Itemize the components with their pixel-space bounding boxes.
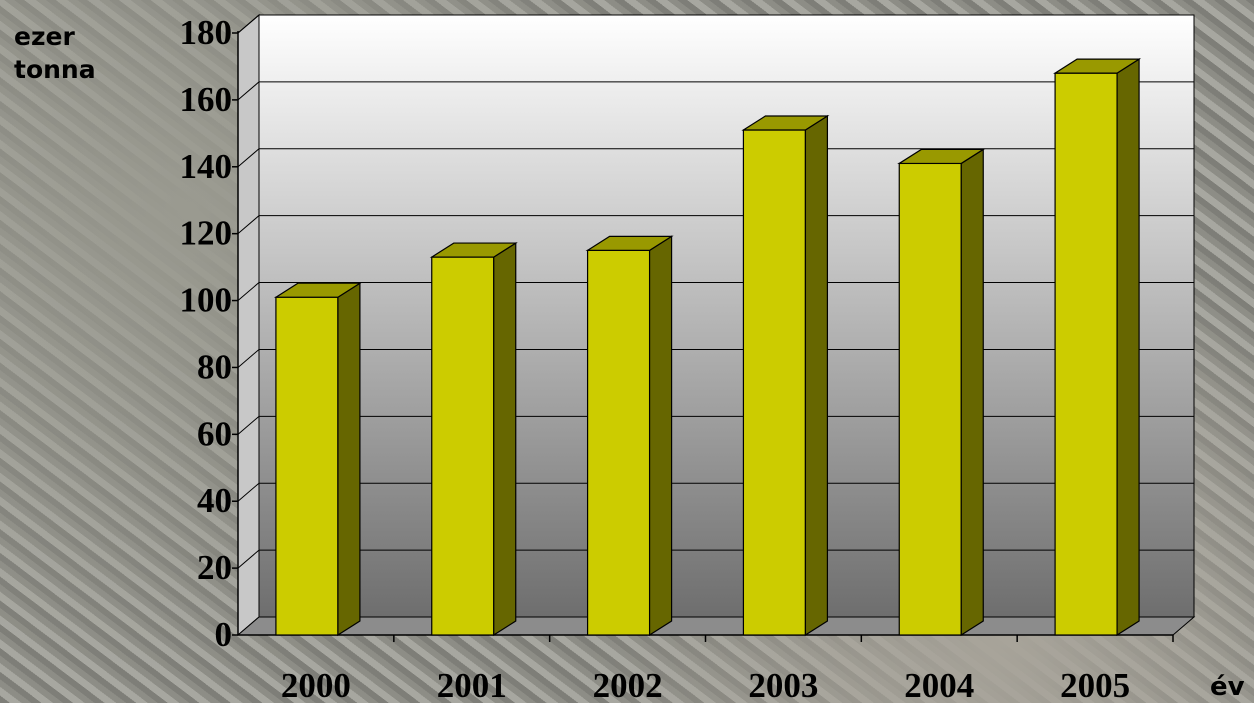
x-axis-title: év [1210,672,1245,702]
gridline [237,14,1194,34]
bar-front [1054,72,1118,636]
bar-top [585,235,674,251]
y-tick-label: 0 [215,615,233,654]
bar-top [429,242,518,258]
bar-front [431,256,495,636]
gridline [237,282,1194,301]
y-unit-label-line-1: ezer [14,22,75,51]
bar-side [1116,58,1140,637]
bar-side [337,282,361,637]
y-tick-label: 160 [180,80,233,119]
bar-side [960,148,984,637]
y-tick-label: 100 [180,281,233,320]
side-wall [237,13,260,637]
gridline [237,482,1194,502]
bar-side [804,114,829,637]
gridline [237,215,1194,235]
y-unit-label-line-2: tonna [14,55,96,84]
gridline [237,549,1194,569]
x-tick-label: 2002 [593,666,663,703]
bar-top [273,282,362,298]
bar-top [1053,58,1142,74]
y-unit-label: ezer tonna [14,20,96,86]
y-tick-label: 40 [197,481,232,520]
gridline [237,81,1194,101]
bar-front [275,296,339,636]
y-tick-label: 80 [197,347,232,386]
bar-front [898,162,962,636]
bar-top [897,148,986,165]
bar-front [586,249,651,636]
y-tick-label: 20 [197,548,232,587]
y-tick-label: 180 [180,13,233,52]
x-tick-label: 2005 [1060,666,1130,703]
bar-top [741,115,830,131]
y-tick-label: 120 [180,214,233,253]
gridline [237,348,1194,368]
x-tick-label: 2004 [904,666,974,703]
y-tick-label: 140 [180,147,233,186]
gridline [237,415,1194,435]
y-tick-label: 60 [197,414,232,453]
back-wall [258,14,1195,618]
x-tick-label: 2001 [437,666,507,703]
bar-front [742,129,807,636]
x-tick-label: 2003 [748,666,818,703]
floor [236,616,1196,636]
gridline [237,148,1194,168]
x-tick-label: 2000 [281,666,351,703]
bar-side [493,241,517,637]
bar-side [648,235,673,637]
